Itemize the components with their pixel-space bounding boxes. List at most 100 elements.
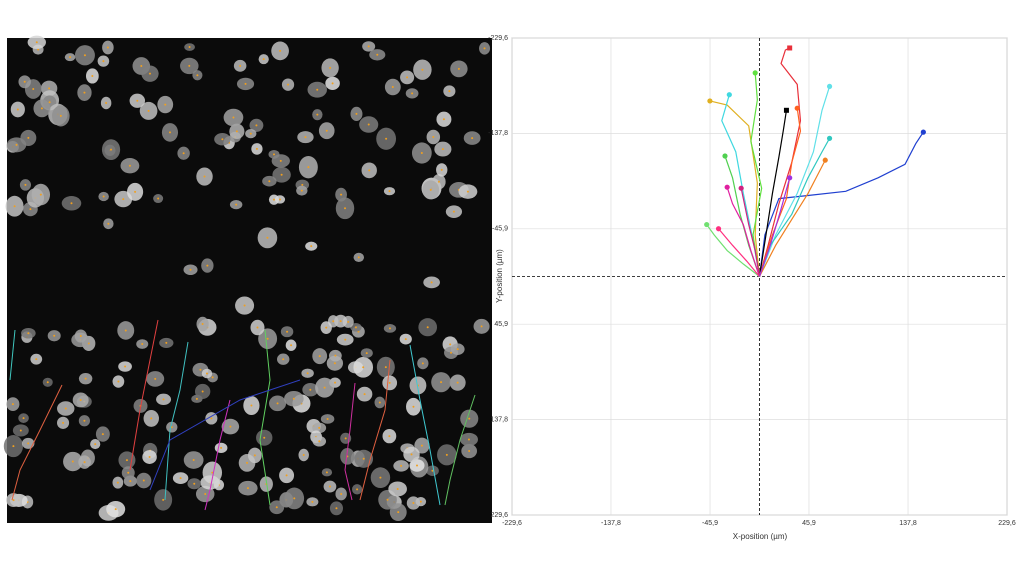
cell-centroid: [356, 488, 359, 491]
cell-centroid: [331, 82, 334, 85]
cell-centroid: [333, 362, 336, 365]
y-tick-label: -137,8: [488, 130, 508, 137]
cell-centroid: [195, 397, 198, 400]
trajectory: [718, 228, 760, 277]
cell-centroid: [323, 386, 326, 389]
cell-centroid: [302, 453, 305, 456]
cell-centroid: [457, 67, 460, 70]
cell-centroid: [205, 372, 208, 375]
cell-centroid: [400, 464, 403, 467]
cell-centroid: [27, 136, 30, 139]
end-marker: [920, 129, 926, 135]
cell-centroid: [266, 236, 269, 239]
cell-centroid: [310, 245, 313, 248]
cell-track: [11, 384, 63, 501]
cell-centroid: [441, 148, 444, 151]
cell-centroid: [124, 365, 127, 368]
image-background: [7, 38, 492, 523]
cell-centroid: [311, 500, 314, 503]
cell-centroid: [164, 103, 167, 106]
cell-centroid: [416, 464, 419, 467]
cell-track: [444, 394, 476, 506]
cell-centroid: [316, 113, 319, 116]
cell-centroid: [244, 82, 247, 85]
cell-centroid: [91, 74, 94, 77]
cell-centroid: [124, 329, 127, 332]
cell-centroid: [411, 92, 414, 95]
cell-centroid: [293, 497, 296, 500]
cell-centroid: [129, 480, 132, 483]
cell-centroid: [386, 498, 389, 501]
cell-centroid: [452, 210, 455, 213]
cell-centroid: [70, 202, 73, 205]
end-marker: [704, 221, 710, 228]
cell-centroid: [268, 180, 271, 183]
cell-centroid: [306, 372, 309, 375]
y-tick-label: 137,8: [490, 416, 508, 423]
cell-centroid: [344, 338, 347, 341]
cell-centroid: [192, 459, 195, 462]
cell-centroid: [27, 442, 30, 445]
cell-centroid: [148, 456, 151, 459]
cell-centroid: [211, 376, 214, 379]
cell-centroid: [410, 453, 413, 456]
cell-centroid: [334, 354, 337, 357]
cell-centroid: [142, 479, 145, 482]
cell-centroid: [278, 198, 281, 201]
cell-centroid: [128, 164, 131, 167]
trajectory: [750, 72, 763, 277]
cell-centroid: [211, 471, 214, 474]
cell-centroid: [420, 444, 423, 447]
cell-centroid: [35, 358, 38, 361]
cell-centroid: [106, 46, 109, 49]
cell-centroid: [134, 190, 137, 193]
cell-centroid: [40, 107, 43, 110]
cell-centroid: [362, 457, 365, 460]
cell-centroid: [255, 124, 258, 127]
end-marker: [794, 105, 800, 111]
cell-centroid: [406, 76, 409, 79]
cell-centroid: [83, 461, 86, 464]
cell-centroid: [24, 183, 27, 186]
end-marker: [787, 175, 793, 181]
cell-centroid: [397, 511, 400, 514]
end-marker: [826, 135, 833, 141]
cell-centroid: [357, 256, 360, 259]
cell-centroid: [483, 47, 486, 50]
cell-centroid: [391, 86, 394, 89]
cell-centroid: [107, 222, 110, 225]
cell-centroid: [140, 64, 143, 67]
cell-centroid: [430, 281, 433, 284]
cell-centroid: [419, 500, 422, 503]
cell-centroid: [203, 175, 206, 178]
cell-centroid: [201, 390, 204, 393]
y-tick-label: -45,9: [492, 226, 508, 233]
cell-track: [9, 329, 16, 381]
cell-centroid: [105, 101, 108, 104]
cell-centroid: [276, 402, 279, 405]
cell-centroid: [266, 337, 269, 340]
cell-centroid: [48, 87, 51, 90]
end-marker: [752, 70, 758, 76]
cell-centroid: [35, 41, 38, 44]
x-axis-title: X-position (µm): [733, 532, 788, 541]
cell-centroid: [388, 435, 391, 438]
cell-centroid: [22, 417, 25, 420]
cell-centroid: [235, 130, 238, 133]
cell-centroid: [367, 123, 370, 126]
cell-centroid: [27, 332, 30, 335]
cell-centroid: [102, 195, 105, 198]
microscopy-image: [3, 35, 492, 523]
cell-centroid: [440, 168, 443, 171]
cell-centroid: [334, 381, 337, 384]
cell-centroid: [196, 74, 199, 77]
cell-centroid: [326, 417, 329, 420]
cell-centroid: [110, 148, 113, 151]
cell-centroid: [199, 368, 202, 371]
cell-centroid: [318, 426, 321, 429]
cell-centroid: [344, 207, 347, 210]
cell-centroid: [456, 381, 459, 384]
cell-centroid: [368, 169, 371, 172]
cell-centroid: [116, 481, 119, 484]
cell-centroid: [290, 344, 293, 347]
